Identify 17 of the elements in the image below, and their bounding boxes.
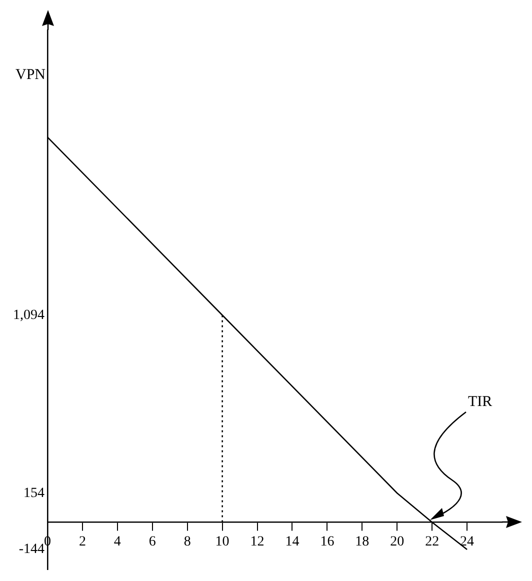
x-tick-label: 12 (250, 534, 264, 550)
x-tick-label: 6 (148, 534, 156, 550)
annotation: TIR (468, 394, 492, 410)
x-tick-label: 10 (215, 534, 230, 550)
y-axis-title: VPN (15, 66, 46, 83)
y-tick-label: 1,094 (13, 308, 44, 323)
x-tick-label: 22 (425, 534, 440, 550)
x-tick-label: 2 (78, 534, 86, 550)
x-tick-label: 20 (390, 534, 404, 550)
x-tick-label: 18 (355, 534, 370, 550)
y-tick-label: 154 (24, 486, 44, 501)
y-tick-label: -144 (18, 542, 44, 558)
x-tick-label: 8 (184, 534, 191, 550)
x-tick-label: 16 (320, 534, 334, 550)
x-tick-label: 14 (285, 534, 300, 550)
x-tick-label: 4 (114, 534, 121, 550)
x-tick-label: 24 (460, 534, 474, 550)
